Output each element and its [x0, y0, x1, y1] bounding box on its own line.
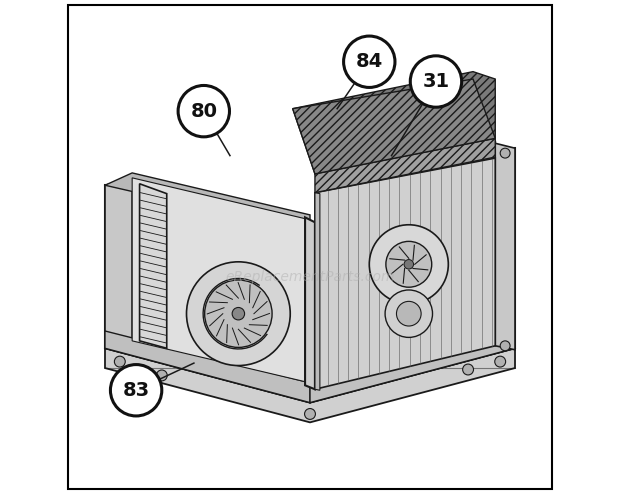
Text: 80: 80: [190, 102, 217, 121]
Circle shape: [404, 259, 414, 269]
Circle shape: [178, 85, 229, 137]
Polygon shape: [315, 138, 495, 193]
Circle shape: [231, 336, 256, 362]
Circle shape: [205, 280, 272, 347]
Text: 83: 83: [123, 381, 149, 400]
Text: 84: 84: [356, 52, 383, 71]
Circle shape: [110, 365, 162, 416]
Circle shape: [500, 148, 510, 158]
Circle shape: [187, 262, 290, 366]
Circle shape: [495, 356, 506, 367]
Circle shape: [370, 225, 448, 304]
Polygon shape: [105, 173, 310, 232]
Polygon shape: [140, 184, 167, 348]
Circle shape: [500, 341, 510, 351]
Polygon shape: [305, 217, 315, 389]
Polygon shape: [132, 178, 310, 383]
Polygon shape: [105, 331, 310, 403]
Polygon shape: [315, 193, 320, 390]
Circle shape: [114, 356, 125, 367]
Circle shape: [463, 364, 474, 375]
Circle shape: [156, 370, 167, 381]
Polygon shape: [310, 331, 515, 403]
Polygon shape: [315, 158, 495, 389]
Circle shape: [396, 301, 421, 326]
Polygon shape: [105, 348, 515, 422]
Polygon shape: [105, 178, 132, 348]
Polygon shape: [293, 72, 495, 174]
FancyBboxPatch shape: [68, 5, 552, 489]
Circle shape: [410, 56, 462, 107]
Text: 31: 31: [422, 72, 450, 91]
Circle shape: [304, 409, 316, 419]
Polygon shape: [495, 143, 515, 350]
Circle shape: [343, 36, 395, 87]
Circle shape: [386, 242, 432, 287]
Text: eReplacementParts.com: eReplacementParts.com: [225, 270, 395, 284]
Circle shape: [232, 307, 245, 320]
Circle shape: [385, 290, 433, 337]
Polygon shape: [293, 79, 495, 174]
